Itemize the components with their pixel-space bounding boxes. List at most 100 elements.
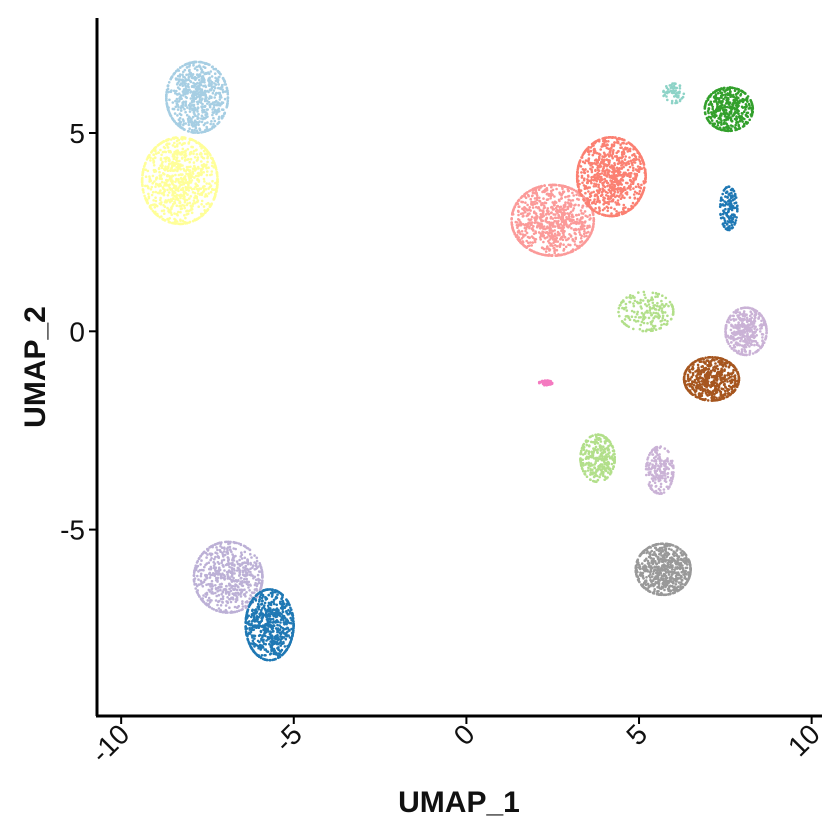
data-point bbox=[202, 177, 206, 181]
data-point bbox=[665, 86, 669, 90]
data-point bbox=[203, 211, 207, 215]
data-point bbox=[167, 174, 170, 178]
data-point bbox=[235, 569, 239, 572]
data-point bbox=[197, 583, 201, 586]
data-point bbox=[266, 619, 270, 623]
data-point bbox=[583, 235, 586, 238]
data-point bbox=[617, 187, 621, 191]
data-point bbox=[580, 225, 583, 228]
data-point bbox=[611, 199, 615, 203]
data-point bbox=[186, 202, 189, 205]
data-point bbox=[179, 120, 183, 124]
data-point bbox=[210, 579, 214, 583]
data-point bbox=[537, 185, 541, 189]
data-point bbox=[195, 195, 199, 198]
data-point bbox=[546, 198, 550, 201]
data-point bbox=[669, 86, 673, 90]
data-point bbox=[176, 152, 180, 155]
data-point bbox=[608, 159, 611, 162]
data-point bbox=[193, 128, 196, 132]
data-point bbox=[510, 221, 513, 225]
data-point bbox=[287, 612, 290, 616]
data-point bbox=[150, 185, 154, 189]
data-point bbox=[252, 576, 255, 580]
data-point bbox=[274, 627, 278, 630]
data-point bbox=[195, 96, 198, 99]
data-point bbox=[611, 156, 614, 160]
data-point bbox=[219, 574, 223, 577]
data-point bbox=[607, 162, 611, 166]
data-point bbox=[251, 619, 255, 622]
data-point bbox=[587, 145, 590, 149]
data-point bbox=[202, 205, 206, 208]
data-point bbox=[213, 103, 216, 107]
data-point bbox=[163, 167, 166, 171]
data-point bbox=[533, 238, 537, 242]
data-point bbox=[539, 227, 542, 230]
data-point bbox=[535, 192, 538, 196]
data-point bbox=[246, 638, 250, 641]
data-point bbox=[206, 160, 209, 164]
data-point bbox=[602, 196, 605, 199]
data-point bbox=[229, 562, 233, 565]
data-point bbox=[197, 187, 201, 191]
data-point bbox=[524, 210, 527, 214]
data-point bbox=[244, 625, 247, 628]
data-point bbox=[221, 597, 225, 600]
data-point bbox=[285, 633, 288, 636]
data-point bbox=[167, 108, 170, 112]
data-point bbox=[181, 103, 185, 107]
data-point bbox=[196, 81, 199, 85]
data-point bbox=[512, 207, 516, 210]
data-point bbox=[176, 114, 179, 117]
data-point bbox=[252, 634, 256, 637]
data-point bbox=[235, 598, 239, 602]
data-point bbox=[161, 164, 164, 167]
data-point bbox=[209, 70, 213, 73]
data-point bbox=[226, 596, 229, 599]
data-point bbox=[231, 558, 234, 562]
data-point bbox=[214, 555, 217, 559]
data-point bbox=[179, 82, 183, 85]
data-point bbox=[182, 70, 185, 74]
data-point bbox=[184, 87, 188, 90]
data-point bbox=[193, 119, 197, 122]
data-point bbox=[167, 220, 171, 224]
data-point bbox=[586, 215, 589, 218]
data-point bbox=[180, 207, 184, 210]
data-point bbox=[276, 638, 280, 642]
data-point bbox=[193, 176, 196, 179]
data-points-layer bbox=[140, 60, 768, 662]
data-point bbox=[229, 611, 233, 614]
data-point bbox=[177, 118, 181, 121]
data-point bbox=[184, 84, 187, 88]
data-point bbox=[638, 189, 642, 193]
data-point bbox=[192, 124, 196, 128]
data-point bbox=[574, 237, 577, 241]
data-point bbox=[175, 204, 179, 207]
data-point bbox=[162, 218, 165, 221]
data-point bbox=[144, 175, 148, 178]
data-point bbox=[230, 566, 234, 570]
data-point bbox=[163, 205, 167, 208]
data-point bbox=[211, 572, 215, 575]
data-point bbox=[604, 136, 608, 140]
data-point bbox=[192, 199, 196, 202]
data-point bbox=[163, 173, 166, 176]
data-point bbox=[220, 101, 224, 104]
data-point bbox=[562, 233, 565, 237]
data-point bbox=[611, 214, 614, 218]
data-point bbox=[183, 107, 186, 111]
data-point bbox=[196, 121, 200, 125]
data-point bbox=[549, 197, 552, 200]
data-point bbox=[190, 122, 194, 125]
data-point bbox=[611, 193, 614, 197]
data-point bbox=[217, 593, 221, 597]
data-point bbox=[584, 240, 587, 243]
data-point bbox=[545, 192, 549, 196]
data-point bbox=[251, 608, 254, 612]
data-point bbox=[206, 89, 209, 93]
data-point bbox=[564, 201, 567, 204]
data-point bbox=[217, 115, 221, 119]
data-point bbox=[555, 187, 558, 191]
